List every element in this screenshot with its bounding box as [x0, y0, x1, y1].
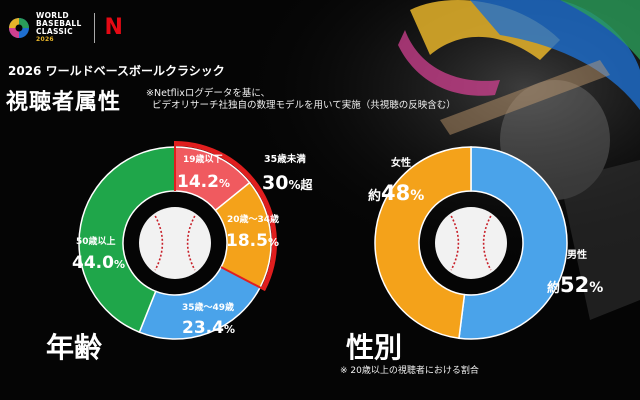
page-title: 視聴者属性: [6, 90, 122, 115]
age-under35-highlight: [175, 141, 277, 291]
gender-baseball-icon-seam-left: [450, 215, 460, 271]
logo-year: 2026: [36, 36, 54, 43]
age-slice-2: [138, 266, 262, 340]
age-label-1: 20歳～34歳: [227, 213, 279, 225]
gender-slice-0: [458, 146, 568, 340]
age-value-0: 14.2%: [177, 172, 230, 192]
gender-value-0: 約52%: [547, 273, 603, 297]
age-chart-title: 年齢: [46, 331, 103, 364]
footnote-line-1: ※Netflixログデータを基に、: [146, 88, 271, 99]
age-annotation-value: 30%超: [262, 172, 313, 194]
gender-value-1: 約48%: [368, 181, 424, 205]
gender-label-0: 男性: [567, 248, 587, 261]
methodology-footnote: ※Netflixログデータを基に、 ビデオリサーチ社独自の数理モデルを用いて実施…: [146, 88, 456, 112]
gender-baseball-icon-seam-right: [482, 215, 492, 271]
gender-baseball-icon: [435, 207, 507, 279]
age-highlight-edge-bottom: [220, 266, 266, 292]
logo-divider: [93, 12, 95, 43]
netflix-logo: N: [104, 14, 123, 40]
series-title: 2026 ワールドベースボールクラシック: [8, 64, 225, 78]
age-value-1: 18.5%: [226, 231, 279, 251]
age-slice-3: [78, 146, 176, 334]
age-baseball-icon-seam-left: [154, 215, 164, 271]
wbc-logo: WORLD BASEBALL CLASSIC 2026 N: [8, 12, 123, 43]
gender-chart-title: 性別: [346, 331, 403, 364]
age-label-0: 19歳以下: [183, 153, 223, 165]
age-baseball-icon: [139, 207, 211, 279]
gender-slice-1: [374, 146, 472, 340]
gender-label-1: 女性: [391, 156, 411, 169]
gender-chart-note: ※ 20歳以上の視聴者における割合: [340, 366, 479, 376]
age-baseball-icon-seam-right: [186, 215, 196, 271]
age-value-3: 44.0%: [72, 253, 125, 273]
wbc-globe-icon: [9, 17, 29, 38]
footnote-line-2: ビデオリサーチ社独自の数理モデルを用いて実施（共視聴の反映含む）: [152, 100, 456, 111]
logo-wordmark: WORLD BASEBALL CLASSIC: [36, 11, 82, 36]
age-label-2: 35歳～49歳: [182, 301, 234, 313]
age-label-3: 50歳以上: [76, 235, 116, 247]
age-value-2: 23.4%: [182, 318, 235, 338]
age-annotation-label: 35歳未満: [264, 153, 306, 165]
